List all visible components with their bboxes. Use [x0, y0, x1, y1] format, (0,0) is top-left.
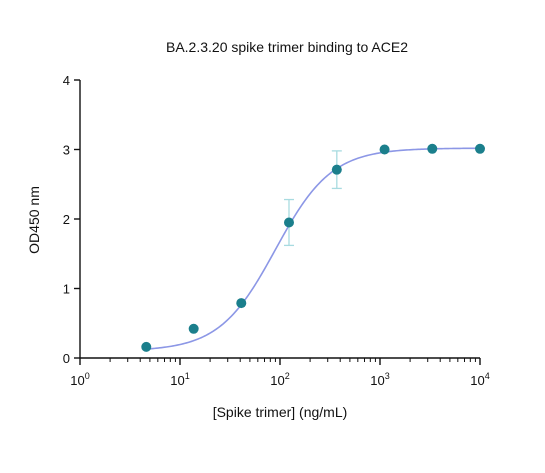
chart-title: BA.2.3.20 spike trimer binding to ACE2	[166, 39, 408, 55]
data-point	[379, 144, 390, 155]
y-tick-label: 3	[63, 143, 70, 158]
data-point-layer	[141, 143, 485, 352]
x-tick-label: 102	[270, 371, 289, 388]
y-tick-label: 2	[63, 212, 70, 227]
data-point	[283, 217, 294, 228]
y-tick-label: 4	[63, 73, 70, 88]
data-point	[141, 341, 152, 352]
data-point	[475, 143, 485, 154]
x-tick-label: 103	[370, 371, 389, 388]
y-axis-label: OD450 nm	[26, 186, 42, 254]
error-bar-layer	[283, 150, 342, 247]
data-point	[427, 143, 438, 154]
data-point	[236, 298, 247, 309]
data-point	[188, 323, 199, 334]
data-point	[331, 164, 342, 175]
fit-curve-layer	[146, 147, 481, 350]
x-tick-label: 104	[470, 371, 489, 388]
x-tick-label: 101	[170, 371, 189, 388]
y-tick-label: 1	[63, 282, 70, 297]
x-axis-label: [Spike trimer] (ng/mL)	[213, 404, 348, 420]
axes: 0 1 2 3 4 100 101 102 103 104	[63, 73, 490, 388]
x-tick-label: 100	[70, 371, 89, 388]
y-tick-label: 0	[63, 351, 70, 366]
fit-curve	[146, 147, 481, 350]
